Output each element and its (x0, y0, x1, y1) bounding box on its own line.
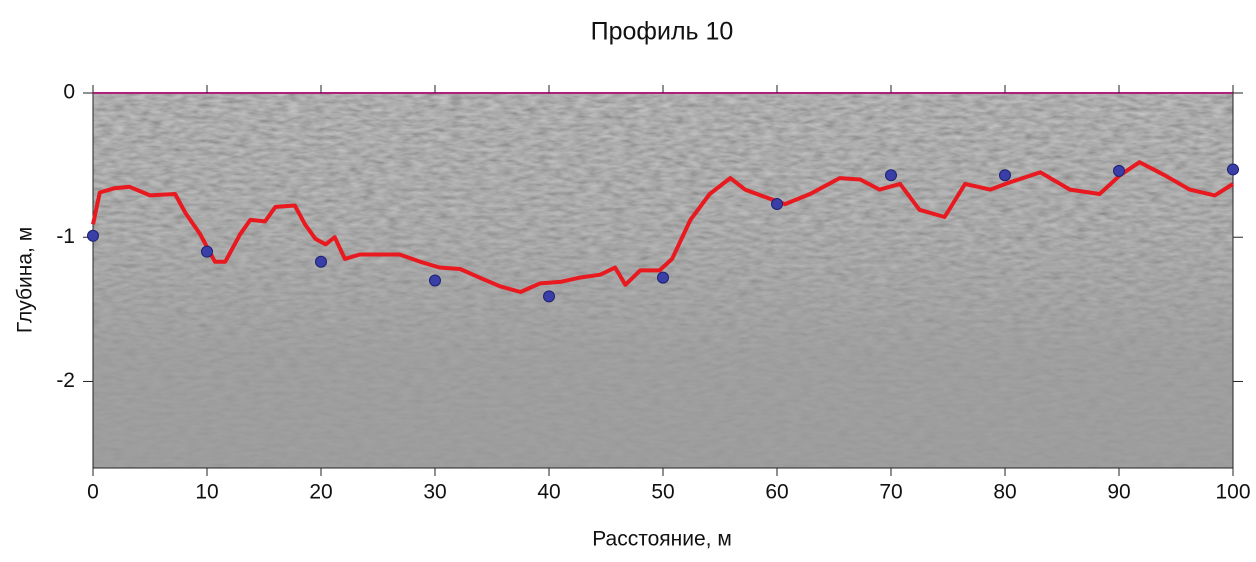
borehole-point (543, 290, 555, 303)
x-tick-label: 100 (1215, 481, 1250, 504)
y-tick-label: -1 (56, 225, 75, 248)
x-axis-label: Расстояние, м (592, 528, 732, 551)
x-tick-label: 80 (993, 481, 1016, 504)
borehole-point (201, 245, 213, 258)
x-tick-label: 20 (309, 481, 332, 504)
borehole-point (999, 169, 1011, 182)
borehole-point (657, 271, 669, 284)
x-tick-label: 30 (423, 481, 446, 504)
y-axis-label: Глубина, м (14, 227, 37, 333)
x-tick-label: 90 (1107, 481, 1130, 504)
x-tick-label: 50 (651, 481, 674, 504)
borehole-point (87, 229, 99, 242)
borehole-point (885, 169, 897, 182)
borehole-point (771, 198, 783, 211)
borehole-point (1227, 163, 1239, 176)
horizon-line (91, 160, 1235, 294)
borehole-point (429, 274, 441, 287)
x-tick-label: 60 (765, 481, 788, 504)
x-tick-label: 40 (537, 481, 560, 504)
x-tick-label: 10 (195, 481, 218, 504)
x-tick-label: 70 (879, 481, 902, 504)
borehole-point (315, 255, 327, 268)
borehole-point (1113, 164, 1125, 177)
y-tick-label: -2 (56, 369, 75, 392)
y-tick-label: 0 (63, 81, 75, 104)
chart-title: Профиль 10 (591, 18, 734, 46)
x-tick-label: 0 (87, 481, 99, 504)
